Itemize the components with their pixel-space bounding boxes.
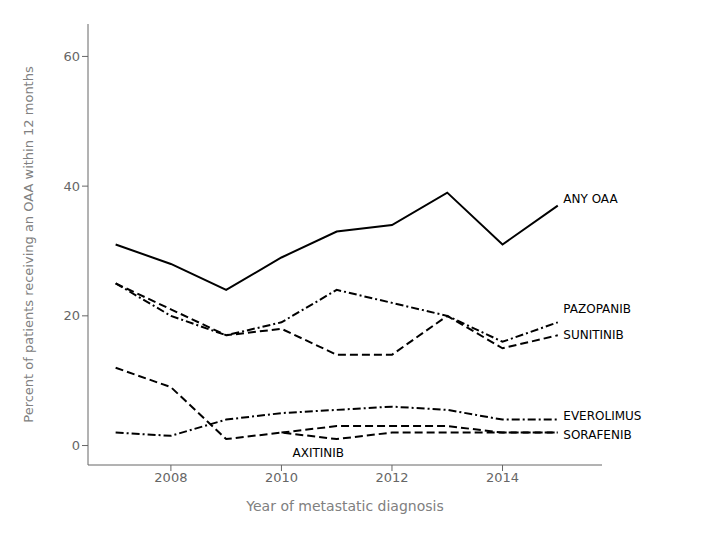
svg-text:PAZOPANIB: PAZOPANIB — [563, 302, 631, 316]
svg-text:SUNITINIB: SUNITINIB — [563, 328, 624, 342]
svg-text:Percent of patients receiving: Percent of patients receiving an OAA wit… — [21, 66, 36, 423]
svg-text:Year of metastatic diagnosis: Year of metastatic diagnosis — [245, 498, 443, 514]
svg-text:2010: 2010 — [265, 470, 298, 485]
svg-text:2014: 2014 — [486, 470, 519, 485]
svg-text:ANY OAA: ANY OAA — [563, 192, 618, 206]
svg-text:60: 60 — [63, 49, 80, 64]
svg-text:0: 0 — [72, 438, 80, 453]
svg-text:EVEROLIMUS: EVEROLIMUS — [563, 409, 641, 423]
svg-text:20: 20 — [63, 308, 80, 323]
svg-text:40: 40 — [63, 179, 80, 194]
svg-text:2008: 2008 — [154, 470, 187, 485]
svg-text:SORAFENIB: SORAFENIB — [563, 428, 631, 442]
svg-text:2012: 2012 — [375, 470, 408, 485]
svg-text:AXITINIB: AXITINIB — [292, 446, 344, 460]
